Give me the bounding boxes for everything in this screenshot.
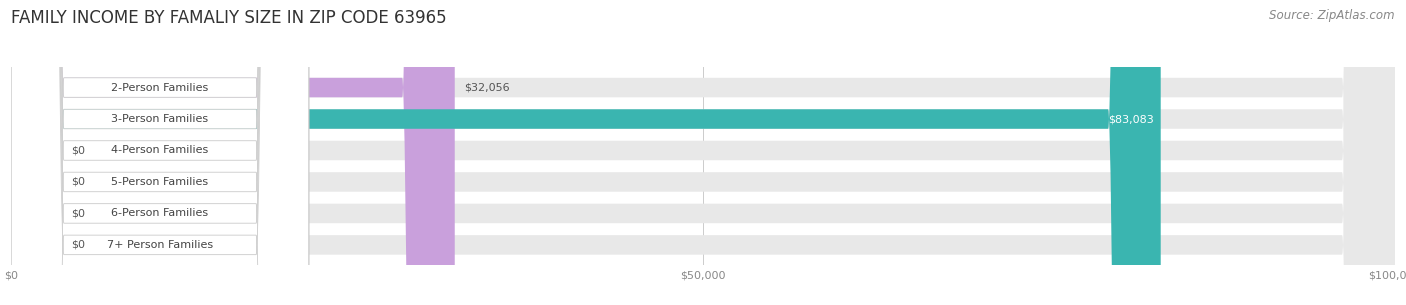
Text: 7+ Person Families: 7+ Person Families	[107, 240, 214, 250]
Text: Source: ZipAtlas.com: Source: ZipAtlas.com	[1270, 9, 1395, 22]
FancyBboxPatch shape	[11, 0, 309, 305]
FancyBboxPatch shape	[11, 0, 309, 305]
Text: 4-Person Families: 4-Person Families	[111, 145, 208, 156]
FancyBboxPatch shape	[11, 0, 309, 305]
Text: $0: $0	[70, 208, 84, 218]
FancyBboxPatch shape	[11, 0, 454, 305]
Text: $0: $0	[70, 240, 84, 250]
Text: 6-Person Families: 6-Person Families	[111, 208, 208, 218]
FancyBboxPatch shape	[11, 0, 309, 305]
Text: 5-Person Families: 5-Person Families	[111, 177, 208, 187]
Text: $0: $0	[70, 177, 84, 187]
FancyBboxPatch shape	[11, 0, 1395, 305]
FancyBboxPatch shape	[11, 0, 309, 305]
Text: $83,083: $83,083	[1108, 114, 1154, 124]
Text: 2-Person Families: 2-Person Families	[111, 83, 208, 92]
FancyBboxPatch shape	[11, 0, 1395, 305]
FancyBboxPatch shape	[11, 0, 60, 305]
FancyBboxPatch shape	[11, 0, 1395, 305]
FancyBboxPatch shape	[11, 0, 1395, 305]
Text: FAMILY INCOME BY FAMALIY SIZE IN ZIP CODE 63965: FAMILY INCOME BY FAMALIY SIZE IN ZIP COD…	[11, 9, 447, 27]
FancyBboxPatch shape	[11, 0, 309, 305]
FancyBboxPatch shape	[11, 0, 60, 305]
FancyBboxPatch shape	[11, 0, 1395, 305]
Text: 3-Person Families: 3-Person Families	[111, 114, 208, 124]
FancyBboxPatch shape	[11, 0, 1161, 305]
Text: $0: $0	[70, 145, 84, 156]
Text: $32,056: $32,056	[464, 83, 510, 92]
FancyBboxPatch shape	[11, 0, 1395, 305]
FancyBboxPatch shape	[11, 0, 60, 305]
FancyBboxPatch shape	[11, 0, 60, 305]
